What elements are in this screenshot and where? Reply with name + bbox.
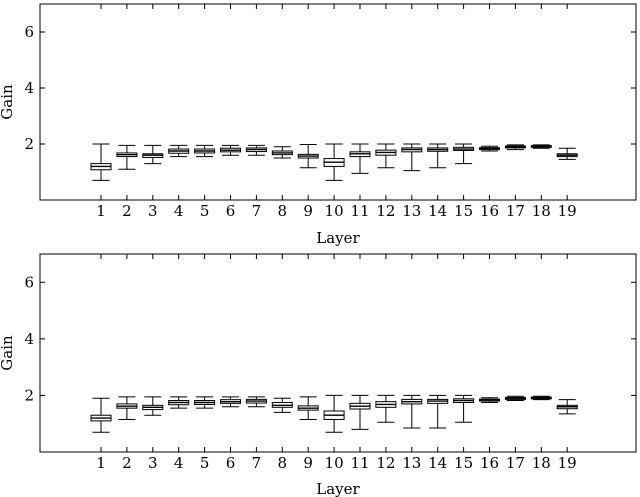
x-tick-label: 12 bbox=[376, 454, 395, 472]
box-layer-17 bbox=[504, 144, 526, 151]
x-tick-label: 3 bbox=[148, 202, 158, 220]
x-tick-label: 1 bbox=[96, 454, 106, 472]
x-tick-label: 8 bbox=[278, 202, 288, 220]
x-tick-label: 5 bbox=[200, 202, 210, 220]
box-layer-5 bbox=[194, 396, 216, 409]
x-tick-label: 14 bbox=[428, 454, 447, 472]
x-tick-label: 15 bbox=[454, 202, 473, 220]
x-tick-label: 4 bbox=[174, 202, 184, 220]
x-tick-label: 18 bbox=[532, 202, 551, 220]
box-layer-9 bbox=[297, 396, 319, 420]
x-tick-label: 7 bbox=[252, 454, 262, 472]
box-layer-15 bbox=[453, 394, 475, 423]
box-layer-15 bbox=[453, 143, 475, 165]
x-tick-label: 7 bbox=[252, 202, 262, 220]
box-layer-14 bbox=[427, 394, 449, 429]
box-layer-2 bbox=[116, 144, 138, 170]
box-layer-5 bbox=[194, 144, 216, 158]
box-layer-3 bbox=[142, 396, 164, 416]
y-tick-label: 2 bbox=[24, 135, 34, 153]
x-tick-label: 15 bbox=[454, 454, 473, 472]
x-tick-label: 13 bbox=[402, 202, 421, 220]
box-layer-11 bbox=[349, 394, 371, 430]
x-tick-label: 9 bbox=[303, 454, 313, 472]
x-tick-label: 19 bbox=[558, 202, 577, 220]
x-tick-label: 16 bbox=[480, 202, 499, 220]
x-tick-label: 17 bbox=[506, 202, 525, 220]
box-layer-8 bbox=[271, 397, 293, 413]
y-axis-label: Gain bbox=[0, 84, 16, 120]
x-tick-label: 3 bbox=[148, 454, 158, 472]
x-tick-label: 2 bbox=[122, 202, 132, 220]
x-tick-label: 5 bbox=[200, 454, 210, 472]
box-layer-4 bbox=[168, 144, 190, 158]
x-tick-label: 13 bbox=[402, 454, 421, 472]
box-layer-3 bbox=[142, 144, 164, 165]
box-layer-16 bbox=[479, 397, 500, 403]
y-tick-label: 4 bbox=[24, 330, 34, 348]
x-tick-label: 10 bbox=[325, 454, 344, 472]
y-tick-label: 4 bbox=[24, 79, 34, 97]
box-layer-13 bbox=[401, 143, 423, 172]
x-tick-label: 18 bbox=[532, 454, 551, 472]
x-tick-label: 6 bbox=[226, 454, 236, 472]
box-layer-4 bbox=[168, 396, 190, 409]
x-tick-label: 19 bbox=[558, 454, 577, 472]
plot-frame bbox=[39, 3, 637, 201]
box-layer-18 bbox=[530, 395, 552, 401]
box-layer-14 bbox=[427, 143, 449, 169]
box-layer-7 bbox=[245, 396, 267, 408]
box-layer-16 bbox=[479, 145, 500, 152]
x-tick-label: 17 bbox=[506, 454, 525, 472]
x-tick-label: 11 bbox=[350, 454, 369, 472]
box-layer-10 bbox=[323, 143, 345, 181]
y-tick-label: 6 bbox=[24, 273, 34, 291]
box-layer-12 bbox=[375, 143, 397, 169]
x-tick-label: 10 bbox=[325, 202, 344, 220]
box-layer-18 bbox=[530, 144, 552, 149]
box-layer-19 bbox=[556, 399, 578, 415]
x-tick-label: 11 bbox=[350, 202, 369, 220]
x-axis-label: Layer bbox=[316, 480, 360, 497]
x-axis-label: Layer bbox=[316, 229, 360, 247]
x-tick-label: 2 bbox=[122, 454, 132, 472]
box-layer-2 bbox=[116, 396, 138, 420]
x-tick-label: 12 bbox=[376, 202, 395, 220]
x-tick-label: 16 bbox=[480, 454, 499, 472]
x-tick-label: 14 bbox=[428, 202, 447, 220]
plot-frame bbox=[39, 253, 637, 453]
y-tick-label: 2 bbox=[24, 386, 34, 404]
x-tick-label: 1 bbox=[96, 202, 106, 220]
box-layer-7 bbox=[245, 144, 267, 156]
x-tick-label: 4 bbox=[174, 454, 184, 472]
box-layer-10 bbox=[323, 394, 345, 433]
x-tick-label: 6 bbox=[226, 202, 236, 220]
box-layer-11 bbox=[349, 143, 371, 174]
y-axis-label: Gain bbox=[0, 335, 16, 371]
box-layer-9 bbox=[297, 144, 319, 169]
box-layer-8 bbox=[271, 146, 293, 159]
box-layer-13 bbox=[401, 394, 423, 429]
box-layer-1 bbox=[90, 143, 112, 181]
x-tick-label: 9 bbox=[303, 202, 313, 220]
y-tick-label: 6 bbox=[24, 23, 34, 41]
x-tick-label: 8 bbox=[278, 454, 288, 472]
box-layer-19 bbox=[556, 147, 578, 160]
box-layer-12 bbox=[375, 394, 397, 423]
box-layer-17 bbox=[504, 395, 526, 402]
box-layer-6 bbox=[220, 144, 241, 156]
box-layer-1 bbox=[90, 397, 112, 433]
box-layer-6 bbox=[220, 396, 241, 408]
